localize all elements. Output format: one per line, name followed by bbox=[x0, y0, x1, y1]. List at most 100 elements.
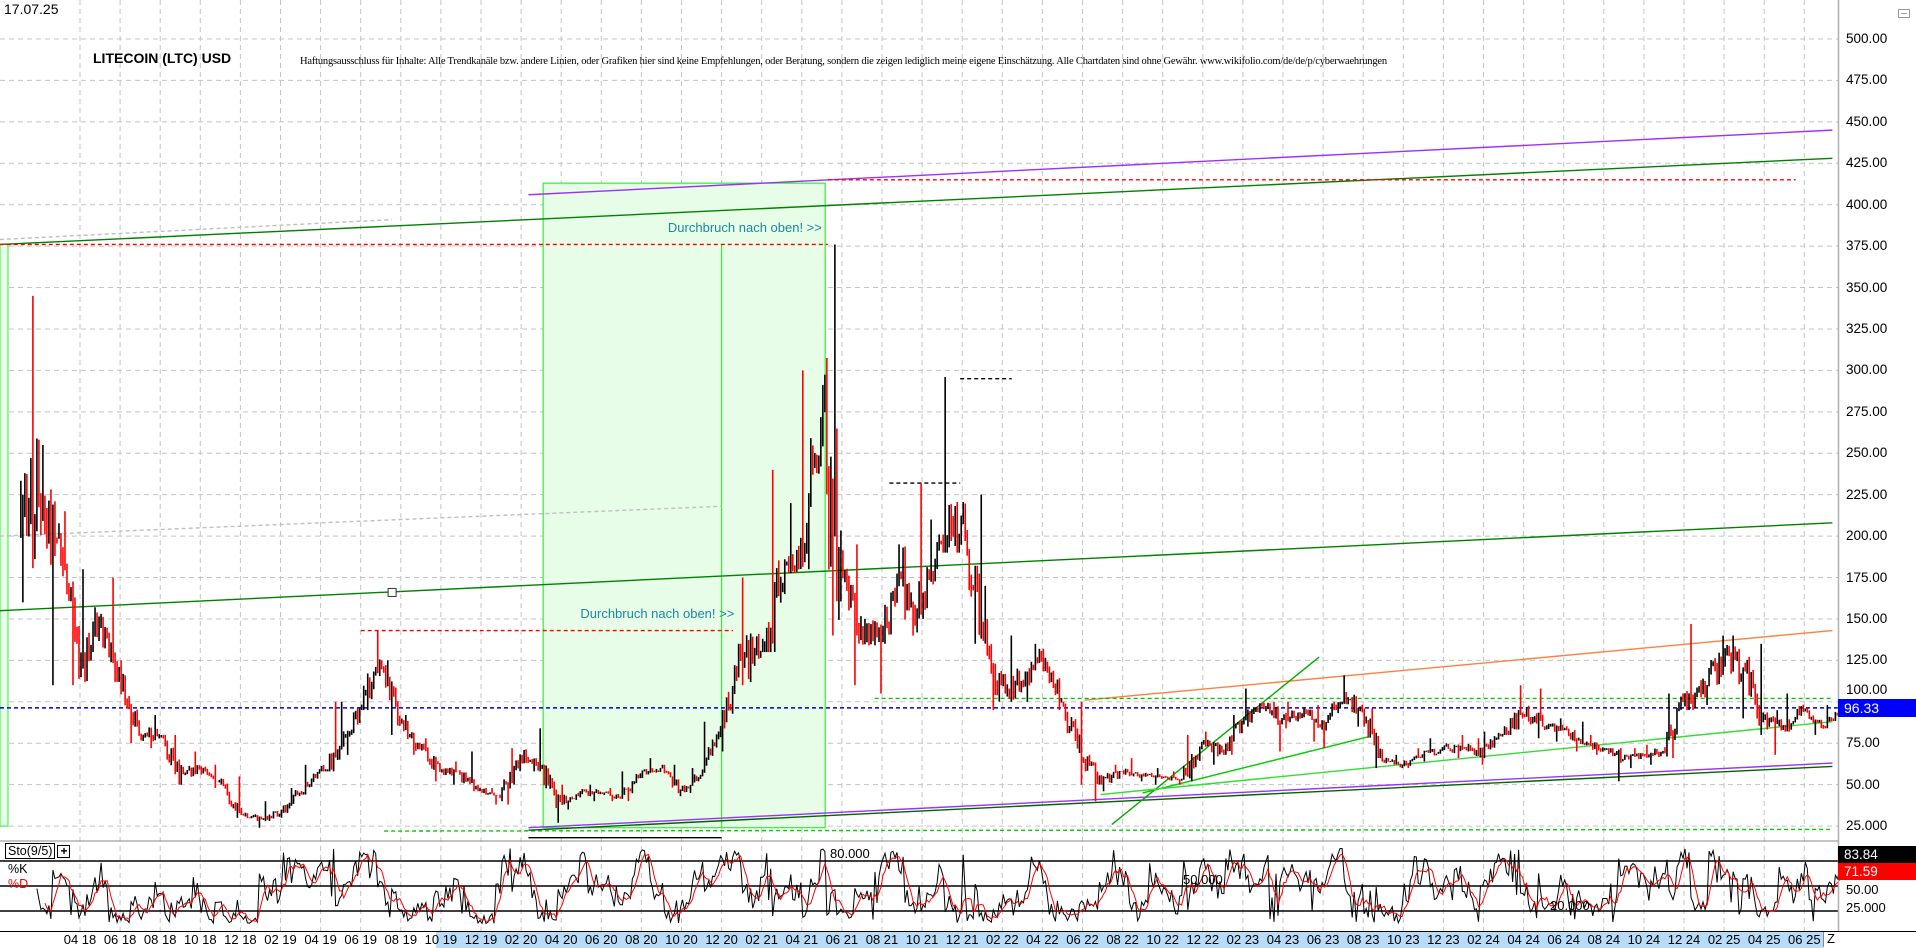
price-tick-label: 500.00 bbox=[1846, 31, 1888, 46]
price-tick-label: 400.00 bbox=[1846, 196, 1888, 212]
stochastic-k-line bbox=[36, 848, 1844, 925]
price-tick-label: 300.00 bbox=[1846, 362, 1888, 378]
price-bars bbox=[20, 244, 1845, 828]
date-tick-label: 12 21 bbox=[945, 932, 979, 947]
price-tick-label: 150.00 bbox=[1846, 610, 1888, 626]
date-tick-label: 06 23 bbox=[1306, 932, 1340, 947]
date-tick-label: 12 22 bbox=[1186, 932, 1220, 947]
date-tick-label: 12 18 bbox=[224, 932, 257, 947]
stochastic-d-line bbox=[44, 853, 1844, 922]
date-tick-label: 08 20 bbox=[625, 932, 658, 947]
date-tick-label: 02 23 bbox=[1226, 932, 1260, 947]
breakout-annotation[interactable]: Durchbruch nach oben! >> bbox=[667, 220, 822, 236]
date-tick-label: 08 19 bbox=[384, 932, 418, 947]
date-tick-label: 08 21 bbox=[865, 932, 899, 947]
trendline-handle[interactable] bbox=[387, 587, 397, 597]
price-tick-label: 250.00 bbox=[1846, 445, 1888, 461]
date-stamp: 17.07.25 bbox=[4, 1, 59, 17]
add-indicator-button[interactable]: + bbox=[57, 845, 71, 858]
date-tick-label: 08 24 bbox=[1587, 932, 1621, 947]
disclaimer-text: Haftungsausschluss für Inhalte: Alle Tre… bbox=[300, 56, 1387, 67]
stochastic-d-last: 71.59 bbox=[1838, 863, 1916, 880]
trendline[interactable] bbox=[1100, 720, 1833, 796]
date-tick-label: 06 21 bbox=[825, 932, 859, 947]
trendlines[interactable] bbox=[0, 129, 1838, 839]
chart-title: LITECOIN (LTC) USD bbox=[93, 50, 232, 66]
stochastic-title[interactable]: Sto(9/5) bbox=[5, 843, 56, 859]
date-tick-label: 08 18 bbox=[143, 932, 177, 947]
date-tick-label: 02 20 bbox=[504, 932, 538, 947]
level-label-80: 80.000 bbox=[830, 846, 870, 861]
date-tick-label: 06 18 bbox=[103, 932, 137, 947]
last-price-label: 96.33 bbox=[1838, 698, 1916, 717]
date-tick-label: 04 19 bbox=[304, 932, 337, 947]
trendline[interactable] bbox=[0, 522, 1833, 612]
date-tick-label: 04 24 bbox=[1507, 932, 1540, 947]
stochastic-panel bbox=[0, 848, 1844, 925]
price-tick-label: 450.00 bbox=[1846, 113, 1888, 129]
date-tick-label: 06 24 bbox=[1547, 932, 1580, 947]
shaded-box bbox=[0, 182, 826, 829]
stochastic-tick-25: 25.000 bbox=[1846, 900, 1886, 915]
grid bbox=[0, 0, 1838, 931]
price-tick-label: 75.00 bbox=[1846, 735, 1880, 751]
date-tick-label: 04 21 bbox=[785, 932, 819, 947]
price-tick-label: 375.00 bbox=[1846, 238, 1888, 254]
stochastic-tick-50: 50.00 bbox=[1846, 882, 1879, 897]
trendline[interactable] bbox=[384, 828, 1833, 832]
trendline[interactable] bbox=[528, 762, 1833, 829]
date-tick-label: 04 18 bbox=[63, 932, 97, 947]
trendline[interactable] bbox=[0, 157, 1833, 246]
date-tick-label: 02 24 bbox=[1467, 932, 1500, 947]
price-tick-label: 475.00 bbox=[1846, 72, 1888, 88]
minimize-icon[interactable] bbox=[1898, 9, 1910, 18]
price-tick-label: 225.00 bbox=[1846, 486, 1888, 502]
date-tick-label: 12 23 bbox=[1427, 932, 1460, 947]
date-tick-label: 08 23 bbox=[1346, 932, 1380, 947]
trendline[interactable] bbox=[528, 129, 1833, 196]
date-tick-label: 10 18 bbox=[184, 932, 217, 947]
trendline[interactable] bbox=[528, 765, 1833, 831]
stochastic-legend: Sto(9/5) + bbox=[5, 843, 71, 859]
highlight-rectangle[interactable] bbox=[542, 182, 826, 829]
date-tick-label: 12 24 bbox=[1667, 932, 1701, 947]
date-tick-label: 04 25 bbox=[1747, 932, 1781, 947]
trendline[interactable] bbox=[1111, 656, 1320, 825]
price-tick-label: 125.00 bbox=[1846, 652, 1888, 668]
level-label-50: 50.000 bbox=[1183, 872, 1223, 887]
date-tick-label: 12 19 bbox=[464, 932, 498, 947]
price-tick-label: 275.00 bbox=[1846, 403, 1888, 419]
breakout-annotation[interactable]: Durchbruch nach oben! >> bbox=[580, 606, 735, 622]
level-label-20: 20.000 bbox=[1550, 898, 1590, 913]
date-tick-label: 06 20 bbox=[585, 932, 618, 947]
date-tick-label: 04 22 bbox=[1026, 932, 1059, 947]
date-tick-label: 10 20 bbox=[665, 932, 698, 947]
trendline[interactable] bbox=[0, 218, 393, 241]
trendline[interactable] bbox=[0, 505, 722, 537]
date-axis[interactable] bbox=[0, 931, 1916, 948]
price-tick-label: 350.00 bbox=[1846, 279, 1888, 295]
trendline[interactable] bbox=[1084, 629, 1833, 701]
date-tick-label: 06 19 bbox=[344, 932, 377, 947]
date-tick-label: 10 21 bbox=[905, 932, 939, 947]
price-tick-label: 50.00 bbox=[1846, 776, 1880, 792]
stochastic-d-legend: %D bbox=[8, 877, 29, 891]
zoom-reset-button[interactable]: Z bbox=[1823, 932, 1838, 947]
date-tick-label: 04 20 bbox=[544, 932, 578, 947]
date-tick-label: 10 22 bbox=[1146, 932, 1179, 947]
stochastic-k-legend: %K bbox=[8, 862, 28, 876]
price-tick-label: 200.00 bbox=[1846, 528, 1888, 544]
price-tick-label: 175.00 bbox=[1846, 569, 1888, 585]
date-tick-label: 02 21 bbox=[745, 932, 778, 947]
price-tick-label: 425.00 bbox=[1846, 155, 1888, 171]
date-tick-label: 06 25 bbox=[1788, 932, 1821, 947]
date-axis-selection bbox=[436, 932, 1823, 948]
price-tick-label: 25.000 bbox=[1846, 818, 1888, 834]
date-tick-label: 10 19 bbox=[424, 932, 458, 947]
date-tick-label: 02 22 bbox=[986, 932, 1019, 947]
date-tick-label: 10 24 bbox=[1627, 932, 1661, 947]
date-tick-label: 08 22 bbox=[1106, 932, 1139, 947]
price-tick-label: 100.00 bbox=[1846, 681, 1888, 697]
price-tick-label: 325.00 bbox=[1846, 320, 1888, 336]
